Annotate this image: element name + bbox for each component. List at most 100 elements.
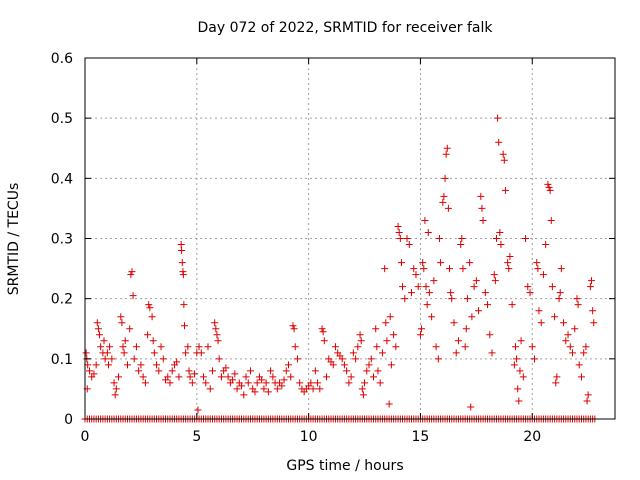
data-point: [522, 235, 530, 242]
data-point: [584, 391, 592, 399]
data-point: [356, 331, 364, 339]
data-point: [204, 343, 212, 351]
data-point: [459, 265, 467, 273]
data-point: [470, 283, 478, 291]
data-point: [278, 382, 286, 390]
data-point: [513, 355, 521, 363]
data-point: [145, 301, 153, 309]
data-point: [331, 343, 339, 351]
data-point: [401, 295, 409, 303]
data-point: [121, 337, 129, 345]
data-point: [376, 379, 384, 387]
data-point: [544, 180, 552, 188]
data-point: [432, 343, 440, 351]
data-point: [481, 289, 489, 297]
data-point: [511, 343, 519, 351]
data-point: [494, 114, 502, 122]
data-point: [385, 400, 393, 408]
x-tick-label: 15: [412, 429, 430, 445]
data-point: [150, 349, 158, 357]
data-point: [202, 379, 210, 387]
y-tick-label: 0.3: [51, 232, 73, 248]
data-point: [372, 325, 380, 333]
data-point: [569, 349, 577, 357]
data-point: [395, 228, 403, 236]
data-point: [112, 385, 120, 393]
data-point: [442, 150, 450, 158]
data-point: [440, 192, 448, 200]
data-point: [551, 313, 559, 321]
data-point: [450, 319, 458, 327]
data-point: [534, 265, 542, 273]
data-point: [548, 283, 556, 291]
data-point: [186, 373, 194, 381]
data-point: [290, 325, 298, 333]
data-point: [287, 373, 295, 381]
data-point: [215, 355, 223, 363]
data-point: [506, 253, 514, 261]
data-point: [222, 364, 230, 372]
data-point: [129, 292, 137, 300]
data-point: [500, 156, 508, 164]
data-point: [435, 235, 443, 242]
data-point: [428, 313, 436, 321]
data-point: [260, 385, 268, 393]
data-point: [285, 361, 293, 369]
data-point: [369, 373, 377, 381]
data-point: [484, 301, 492, 309]
data-point: [155, 367, 163, 375]
data-point: [110, 379, 118, 387]
data-point: [94, 325, 102, 333]
data-point: [405, 241, 413, 249]
data-point: [231, 370, 239, 378]
data-point: [130, 355, 138, 363]
data-point: [545, 183, 553, 191]
data-point: [347, 373, 355, 381]
y-tick-label: 0.5: [51, 111, 73, 127]
data-point: [420, 265, 428, 273]
data-point: [361, 379, 369, 387]
data-point: [213, 331, 221, 339]
data-point: [359, 391, 367, 399]
data-point: [495, 138, 503, 146]
data-point: [519, 373, 527, 381]
data-point: [108, 355, 116, 363]
data-point: [141, 379, 149, 387]
data-point: [386, 313, 394, 321]
data-point: [82, 349, 90, 357]
data-point: [486, 331, 494, 339]
data-point: [562, 337, 570, 345]
chart-title: Day 072 of 2022, SRMTID for receiver fal…: [198, 20, 494, 36]
data-point: [185, 367, 193, 375]
data-point: [589, 307, 597, 315]
data-point: [416, 331, 424, 339]
data-point: [224, 373, 232, 381]
data-point: [491, 277, 499, 285]
data-point: [137, 361, 145, 369]
data-point: [425, 289, 433, 297]
data-point: [349, 349, 357, 357]
data-point: [296, 379, 304, 387]
y-tick-label: 0: [64, 412, 73, 428]
data-point: [244, 379, 252, 387]
data-point: [412, 271, 420, 279]
data-point: [197, 349, 205, 357]
data-point: [454, 337, 462, 345]
data-point: [461, 343, 469, 351]
data-point: [319, 328, 327, 336]
data-point: [396, 235, 404, 242]
data-point: [488, 349, 496, 357]
data-point: [556, 289, 564, 297]
data-point: [153, 361, 161, 369]
data-point: [564, 331, 572, 339]
data-point: [323, 373, 331, 381]
data-point: [434, 355, 442, 363]
data-point: [246, 367, 254, 375]
data-point: [504, 259, 512, 267]
data-point: [97, 343, 105, 351]
data-point: [457, 241, 465, 249]
data-point: [365, 361, 373, 369]
data-point: [123, 361, 131, 369]
data-point: [253, 379, 261, 387]
data-point: [424, 228, 432, 236]
